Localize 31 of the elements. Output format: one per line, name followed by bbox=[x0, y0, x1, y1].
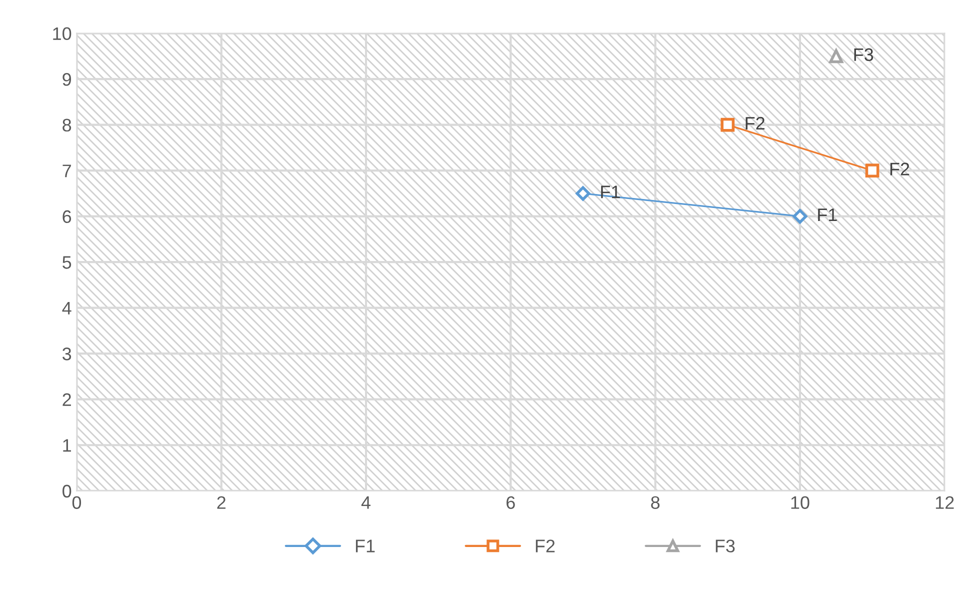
y-tick-label: 0 bbox=[62, 484, 72, 498]
legend-label: F3 bbox=[716, 540, 735, 552]
y-tick-label: 8 bbox=[62, 118, 72, 132]
legend-label: F2 bbox=[536, 540, 555, 552]
x-tick-label: 10 bbox=[791, 496, 810, 509]
y-tick-label: 2 bbox=[62, 393, 71, 406]
y-tick-label: 4 bbox=[62, 302, 72, 314]
legend-label: F1 bbox=[356, 540, 375, 552]
point bbox=[829, 49, 844, 64]
y-tick-label: 9 bbox=[62, 73, 72, 86]
y-tick-label: 5 bbox=[62, 256, 72, 269]
y-tick-label: 1 bbox=[63, 439, 71, 452]
annotation: F2 bbox=[890, 162, 910, 176]
point bbox=[865, 164, 880, 178]
annotation: F1 bbox=[818, 208, 837, 222]
y-tick-label: 3 bbox=[62, 348, 72, 360]
point bbox=[720, 118, 735, 132]
point bbox=[576, 186, 590, 201]
y-tick-label: 6 bbox=[62, 210, 72, 224]
x-tick-label: 0 bbox=[72, 496, 82, 509]
x-tick-label: 4 bbox=[361, 496, 371, 509]
annotation: F2 bbox=[746, 116, 764, 130]
annotation: F3 bbox=[854, 48, 874, 62]
point bbox=[792, 209, 808, 224]
x-tick-label: 8 bbox=[651, 496, 660, 509]
y-tick-label: 7 bbox=[62, 164, 71, 178]
x-tick-label: 6 bbox=[506, 496, 515, 509]
y-tick-label: 10 bbox=[53, 27, 72, 40]
x-tick-label: 12 bbox=[936, 496, 954, 509]
annotation: F1 bbox=[601, 186, 620, 198]
x-tick-label: 2 bbox=[217, 496, 226, 509]
